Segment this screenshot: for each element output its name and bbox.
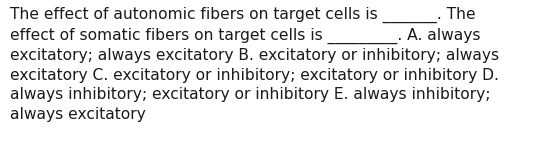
Text: The effect of autonomic fibers on target cells is _______. The
effect of somatic: The effect of autonomic fibers on target… xyxy=(10,7,499,122)
